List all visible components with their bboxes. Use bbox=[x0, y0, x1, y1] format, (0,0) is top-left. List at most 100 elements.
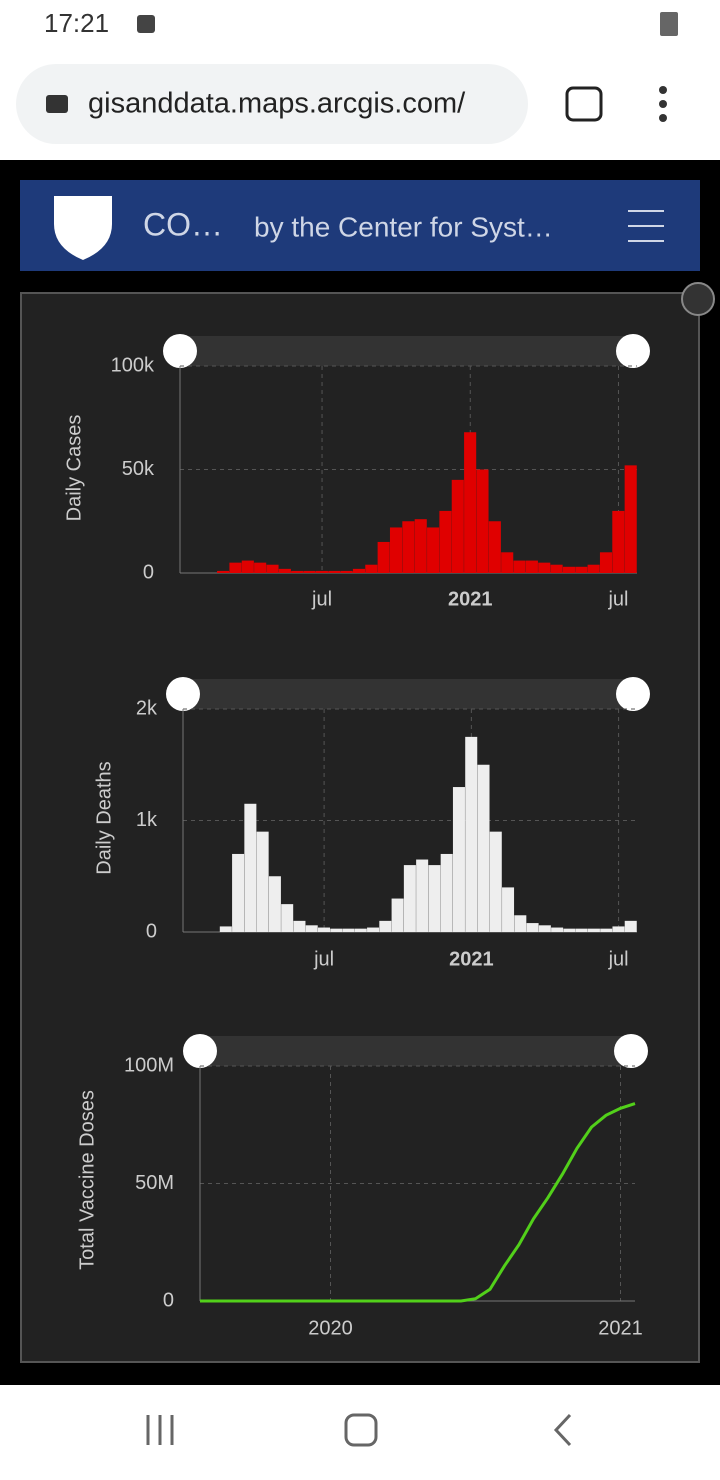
header-bar bbox=[20, 180, 700, 271]
bar bbox=[513, 560, 526, 573]
bar bbox=[550, 564, 563, 573]
bar bbox=[612, 926, 625, 932]
line bbox=[200, 1102, 636, 1303]
y-tick-label: 50k bbox=[122, 458, 155, 480]
bar bbox=[317, 927, 330, 932]
hamburger[interactable] bbox=[628, 210, 664, 242]
bar bbox=[476, 469, 489, 573]
y-tick-label: 0 bbox=[163, 1289, 174, 1311]
bar bbox=[342, 928, 355, 932]
bar bbox=[465, 736, 478, 932]
bar bbox=[278, 568, 291, 573]
bar bbox=[241, 560, 254, 573]
bar bbox=[354, 928, 367, 932]
bar bbox=[281, 904, 294, 932]
bar bbox=[268, 876, 281, 932]
tab-button[interactable] bbox=[565, 86, 603, 122]
bar bbox=[451, 479, 464, 573]
bar bbox=[489, 831, 502, 932]
bar bbox=[551, 927, 564, 932]
bar bbox=[389, 527, 403, 573]
x-tick-label: jul bbox=[607, 588, 628, 610]
slider-handle[interactable] bbox=[614, 1034, 648, 1068]
y-tick-label: 0 bbox=[143, 561, 154, 583]
bar bbox=[328, 570, 341, 573]
bar bbox=[232, 853, 245, 932]
bar bbox=[439, 510, 452, 573]
bar bbox=[514, 915, 527, 932]
y-axis-label: Total Vaccine Doses bbox=[76, 1090, 98, 1270]
bar bbox=[427, 527, 440, 573]
x-tick-label: 2020 bbox=[308, 1317, 353, 1339]
bar bbox=[254, 562, 267, 573]
slider-handle[interactable] bbox=[183, 1034, 217, 1068]
bar bbox=[488, 521, 501, 573]
bar bbox=[502, 887, 515, 932]
x-tick-label: jul bbox=[313, 948, 334, 970]
bar bbox=[377, 541, 390, 573]
bar bbox=[414, 519, 427, 573]
bar bbox=[526, 923, 539, 932]
bar bbox=[256, 831, 269, 932]
collapse-button[interactable] bbox=[681, 282, 715, 316]
bar bbox=[599, 552, 613, 573]
nav-buttons[interactable] bbox=[146, 1413, 572, 1447]
bar bbox=[587, 564, 600, 573]
range-slider bbox=[183, 679, 637, 709]
status-icon bbox=[137, 15, 155, 33]
y-axis-label: Daily Cases bbox=[63, 415, 85, 522]
range-slider bbox=[180, 336, 637, 366]
bar bbox=[600, 928, 613, 932]
bar bbox=[291, 570, 304, 573]
bar bbox=[612, 510, 625, 573]
bar bbox=[624, 465, 637, 573]
bar bbox=[365, 564, 378, 573]
y-tick-label: 50M bbox=[135, 1172, 174, 1194]
x-tick-label: 2021 bbox=[598, 1317, 643, 1339]
url-text[interactable]: gisanddata.maps.arcgis.com/ bbox=[88, 88, 466, 120]
bar bbox=[352, 568, 366, 573]
bar bbox=[452, 787, 465, 932]
bar bbox=[266, 564, 279, 573]
bar bbox=[330, 928, 343, 932]
slider-handle[interactable] bbox=[616, 677, 650, 711]
bar bbox=[379, 920, 392, 932]
chart-panel bbox=[20, 292, 700, 1363]
nav-bar bbox=[0, 1385, 720, 1480]
bar bbox=[305, 925, 318, 932]
x-tick-label: jul bbox=[311, 588, 332, 610]
bar bbox=[293, 920, 306, 932]
bar bbox=[219, 926, 232, 932]
bar bbox=[340, 570, 353, 573]
logo bbox=[54, 196, 112, 260]
url-bar[interactable] bbox=[16, 64, 528, 144]
bar bbox=[416, 859, 429, 932]
battery-icon bbox=[660, 12, 678, 36]
slider-handle[interactable] bbox=[166, 677, 200, 711]
bar bbox=[538, 562, 551, 573]
x-tick-label: 2021 bbox=[449, 948, 494, 970]
bar bbox=[562, 566, 575, 573]
bar bbox=[464, 432, 477, 573]
bar bbox=[525, 560, 538, 573]
bar bbox=[501, 552, 514, 573]
slider-handle[interactable] bbox=[616, 334, 650, 368]
menu-button[interactable] bbox=[659, 86, 667, 122]
bar bbox=[477, 764, 490, 932]
bar bbox=[440, 853, 453, 932]
bar bbox=[563, 928, 576, 932]
range-slider bbox=[200, 1036, 635, 1066]
x-tick-label: 2021 bbox=[448, 588, 493, 610]
bar bbox=[403, 865, 416, 932]
bar bbox=[538, 925, 551, 932]
bar bbox=[244, 803, 257, 932]
bar bbox=[624, 920, 637, 932]
slider-handle[interactable] bbox=[163, 334, 197, 368]
bar bbox=[303, 570, 316, 573]
y-tick-label: 0 bbox=[146, 920, 157, 942]
x-tick-label: jul bbox=[608, 948, 629, 970]
bar bbox=[587, 928, 600, 932]
y-tick-label: 2k bbox=[136, 697, 158, 719]
bar bbox=[575, 566, 588, 573]
